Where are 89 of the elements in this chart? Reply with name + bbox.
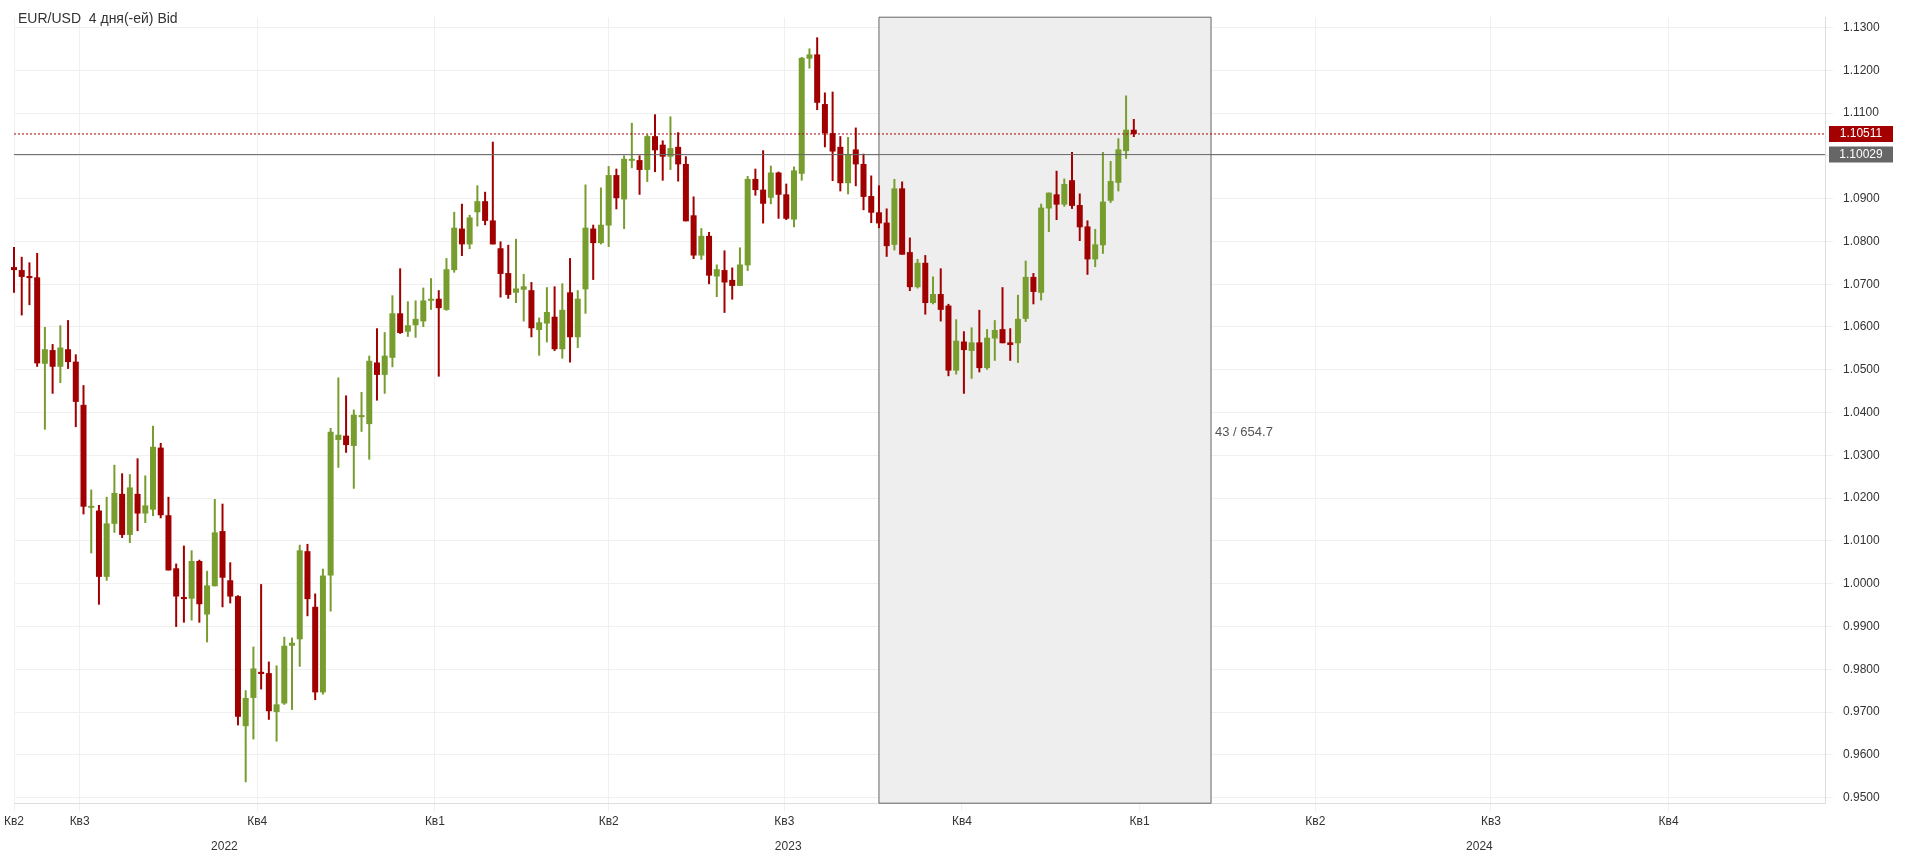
candlestick (1061, 177, 1068, 208)
y-tick-label: 1.0800 (1843, 233, 1881, 248)
candlestick (698, 227, 705, 261)
x-tick-label: Кв1 (1129, 813, 1150, 828)
candlestick (968, 326, 975, 380)
y-tick-label: 1.1100 (1843, 105, 1880, 120)
candlestick (397, 267, 404, 335)
candlestick (458, 202, 465, 257)
candlestick (474, 184, 481, 228)
candlestick (1092, 228, 1099, 269)
candlestick (1053, 169, 1060, 222)
x-tick-label: Кв4 (1658, 813, 1679, 828)
y-tick-label: 0.9800 (1843, 661, 1881, 676)
candlestick (930, 275, 937, 306)
candlestick (1030, 272, 1037, 306)
candlestick (11, 245, 17, 294)
candlestick (991, 319, 998, 362)
x-tick-label: Кв2 (1305, 813, 1326, 828)
annotation: 43 / 654.7 (1215, 424, 1273, 439)
candlestick (57, 324, 64, 385)
chart-title: EUR/USD 4 дня(-ей) Bid (18, 10, 178, 26)
candlestick (273, 664, 280, 743)
candlestick (1123, 94, 1130, 160)
candlestick (373, 327, 380, 402)
candlestick (88, 488, 95, 555)
candlestick (536, 316, 543, 357)
x2-tick-label: 2024 (1466, 839, 1494, 854)
candlestick (883, 207, 890, 258)
candlestick (721, 249, 728, 314)
y-tick-label: 1.0200 (1843, 490, 1881, 505)
candlestick (613, 167, 620, 211)
candlestick (760, 149, 767, 225)
candlestick (428, 277, 435, 311)
candlestick (343, 394, 350, 454)
candlestick (667, 115, 674, 171)
candlestick (227, 561, 234, 605)
x-tick-label: Кв1 (424, 813, 446, 828)
candlestick (729, 266, 736, 301)
candlestick (482, 190, 489, 227)
x-tick-label: Кв3 (69, 813, 90, 828)
x-tick-label: Кв3 (774, 813, 795, 828)
candlestick (590, 223, 597, 281)
y-tick-label: 1.0900 (1843, 190, 1881, 205)
y-tick-label: 1.0000 (1843, 576, 1881, 591)
y-tick-label: 1.0600 (1843, 319, 1881, 334)
candlestick (736, 246, 743, 287)
candlestick (142, 474, 149, 524)
candlestick (180, 544, 187, 624)
candlestick (258, 583, 265, 691)
candlestick (435, 289, 442, 378)
candlestick (512, 237, 519, 305)
x-tick-label: Кв4 (247, 813, 268, 828)
y-tick-label: 0.9900 (1843, 618, 1881, 633)
candlestick (960, 330, 967, 395)
candlestick (636, 154, 643, 196)
candlestick (134, 457, 141, 533)
y-tick-label: 1.1200 (1843, 62, 1881, 77)
y-tick-label: 1.0100 (1843, 533, 1881, 548)
x2-tick-label: 2022 (211, 839, 239, 854)
y-tick-label: 1.0300 (1843, 447, 1881, 462)
ref-line-label: 1.10029 (1839, 146, 1884, 161)
candlestick (752, 167, 759, 197)
candlestick (404, 300, 411, 338)
candlestick (41, 325, 48, 431)
y-tick-label: 1.0500 (1843, 362, 1881, 377)
y-tick-label: 0.9500 (1843, 789, 1881, 804)
candlestick (520, 272, 527, 323)
x-tick-label: Кв4 (951, 813, 973, 828)
candlestick (1045, 191, 1052, 233)
candlestick (597, 186, 604, 246)
ref-line-label: 1.10511 (1839, 126, 1883, 141)
y-tick-label: 1.0700 (1843, 276, 1881, 291)
x-tick-label: Кв2 (3, 813, 25, 828)
candlestick (628, 121, 635, 170)
candlestick (65, 319, 72, 370)
candlestick (543, 286, 550, 344)
x2-tick-label: 2023 (774, 839, 802, 854)
y-tick-label: 0.9700 (1843, 704, 1881, 719)
candlestick (489, 140, 496, 246)
y-tick-label: 1.0400 (1843, 404, 1881, 419)
x-tick-label: Кв3 (1480, 813, 1502, 828)
candlestick (875, 184, 882, 230)
candlestick (713, 263, 720, 299)
candlestick (659, 139, 666, 182)
candlestick (289, 636, 296, 711)
candlestick (49, 343, 56, 395)
x-tick-label: Кв2 (598, 813, 619, 828)
y-tick-label: 1.1300 (1843, 19, 1881, 34)
y-tick-label: 0.9600 (1843, 747, 1881, 762)
